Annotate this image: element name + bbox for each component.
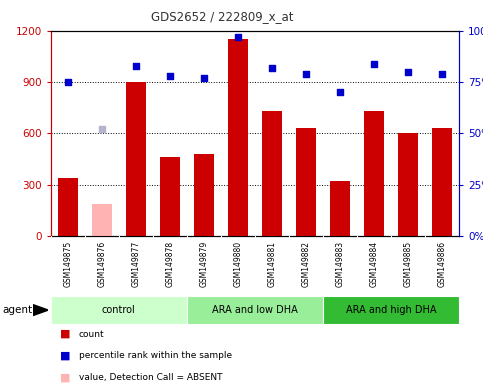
- Point: [404, 69, 412, 75]
- Point: [166, 73, 173, 79]
- Bar: [194, 154, 214, 236]
- Text: GSM149885: GSM149885: [403, 241, 412, 287]
- Text: GSM149877: GSM149877: [131, 241, 140, 287]
- Point: [268, 65, 276, 71]
- Bar: [57, 178, 78, 236]
- Point: [200, 75, 208, 81]
- Point: [438, 71, 446, 77]
- Bar: [262, 111, 282, 236]
- Text: GSM149883: GSM149883: [335, 241, 344, 287]
- Point: [370, 61, 378, 67]
- Text: count: count: [79, 329, 104, 339]
- Bar: [159, 157, 180, 236]
- Text: control: control: [102, 305, 136, 315]
- Bar: [432, 128, 452, 236]
- Point: [132, 63, 140, 69]
- Point: [302, 71, 310, 77]
- Text: agent: agent: [2, 305, 32, 315]
- Text: GSM149879: GSM149879: [199, 241, 208, 287]
- Text: ■: ■: [60, 351, 71, 361]
- Point: [336, 89, 344, 95]
- Text: ■: ■: [60, 329, 71, 339]
- Text: ARA and low DHA: ARA and low DHA: [212, 305, 298, 315]
- Text: GDS2652 / 222809_x_at: GDS2652 / 222809_x_at: [151, 10, 293, 23]
- Text: ARA and high DHA: ARA and high DHA: [345, 305, 436, 315]
- Point: [98, 126, 106, 132]
- Text: GSM149884: GSM149884: [369, 241, 378, 287]
- Text: GSM149876: GSM149876: [97, 241, 106, 287]
- Polygon shape: [33, 305, 48, 316]
- Point: [64, 79, 71, 85]
- Text: GSM149875: GSM149875: [63, 241, 72, 287]
- Text: GSM149886: GSM149886: [437, 241, 446, 287]
- Point: [234, 34, 242, 40]
- Text: GSM149878: GSM149878: [165, 241, 174, 287]
- Text: GSM149881: GSM149881: [267, 241, 276, 287]
- Bar: [329, 181, 350, 236]
- Bar: [364, 111, 384, 236]
- Bar: [398, 133, 418, 236]
- Bar: [51, 296, 187, 324]
- Bar: [323, 296, 459, 324]
- Bar: [296, 128, 316, 236]
- Bar: [126, 82, 146, 236]
- Text: percentile rank within the sample: percentile rank within the sample: [79, 351, 232, 361]
- Bar: [187, 296, 323, 324]
- Bar: [92, 204, 112, 236]
- Bar: [227, 39, 248, 236]
- Text: GSM149880: GSM149880: [233, 241, 242, 287]
- Text: value, Detection Call = ABSENT: value, Detection Call = ABSENT: [79, 373, 222, 382]
- Text: GSM149882: GSM149882: [301, 241, 310, 287]
- Text: ■: ■: [60, 373, 71, 383]
